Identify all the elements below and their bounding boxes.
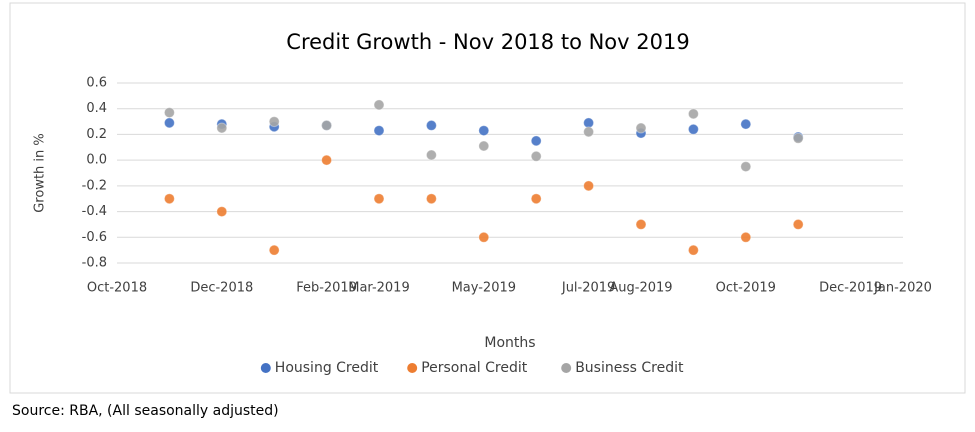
x-tick-label: Oct-2018 xyxy=(87,281,147,296)
y-tick-label: 0.0 xyxy=(86,153,107,168)
marker xyxy=(163,107,175,119)
marker xyxy=(687,244,699,256)
x-tick-label: Aug-2019 xyxy=(609,281,672,296)
y-tick-label: -0.2 xyxy=(82,178,107,193)
x-tick-label: Dec-2019 xyxy=(819,281,882,296)
marker xyxy=(478,125,490,137)
y-axis-title: Growth in % xyxy=(33,133,48,213)
x-tick-label: Jan-2020 xyxy=(873,281,932,296)
x-tick-label: Feb-2019 xyxy=(296,281,357,296)
x-tick-label: Mar-2019 xyxy=(348,281,409,296)
marker xyxy=(583,180,595,192)
legend-marker xyxy=(407,363,418,373)
y-tick-label: -0.4 xyxy=(82,204,107,219)
y-tick-label: -0.6 xyxy=(82,230,107,245)
marker xyxy=(216,122,228,134)
marker xyxy=(425,149,437,161)
y-tick-label: 0.2 xyxy=(86,127,107,142)
legend-marker xyxy=(561,363,572,373)
marker xyxy=(163,117,175,129)
x-tick-label: May-2019 xyxy=(452,281,516,296)
marker xyxy=(530,150,542,162)
marker xyxy=(740,118,752,130)
marker xyxy=(583,126,595,138)
marker xyxy=(740,161,752,173)
marker xyxy=(373,125,385,137)
marker xyxy=(687,123,699,135)
marker xyxy=(321,154,333,166)
marker xyxy=(792,132,804,144)
marker xyxy=(321,119,333,131)
marker xyxy=(425,193,437,205)
marker xyxy=(530,193,542,205)
x-tick-label: Dec-2018 xyxy=(190,281,253,296)
marker xyxy=(268,116,280,128)
x-tick-label: Oct-2019 xyxy=(716,281,776,296)
marker xyxy=(583,117,595,129)
legend-label: Housing Credit xyxy=(275,360,379,376)
marker xyxy=(268,244,280,256)
marker xyxy=(163,193,175,205)
marker xyxy=(425,119,437,131)
legend-label: Personal Credit xyxy=(421,360,528,376)
marker xyxy=(216,206,228,218)
marker xyxy=(373,99,385,111)
marker xyxy=(478,140,490,152)
y-tick-label: 0.4 xyxy=(86,101,107,116)
x-tick-label: Jul-2019 xyxy=(561,281,615,296)
x-axis-title: Months xyxy=(484,335,535,351)
marker xyxy=(740,231,752,243)
legend-marker xyxy=(260,363,271,373)
legend-label: Business Credit xyxy=(575,360,684,376)
marker xyxy=(373,193,385,205)
marker xyxy=(687,108,699,120)
source-note: Source: RBA, (All seasonally adjusted) xyxy=(12,403,279,419)
marker xyxy=(635,122,647,134)
marker xyxy=(530,135,542,147)
marker xyxy=(792,218,804,230)
marker xyxy=(478,231,490,243)
marker xyxy=(635,218,647,230)
y-tick-label: 0.6 xyxy=(86,76,107,91)
y-tick-label: -0.8 xyxy=(82,256,107,271)
chart-title: Credit Growth - Nov 2018 to Nov 2019 xyxy=(286,30,689,54)
